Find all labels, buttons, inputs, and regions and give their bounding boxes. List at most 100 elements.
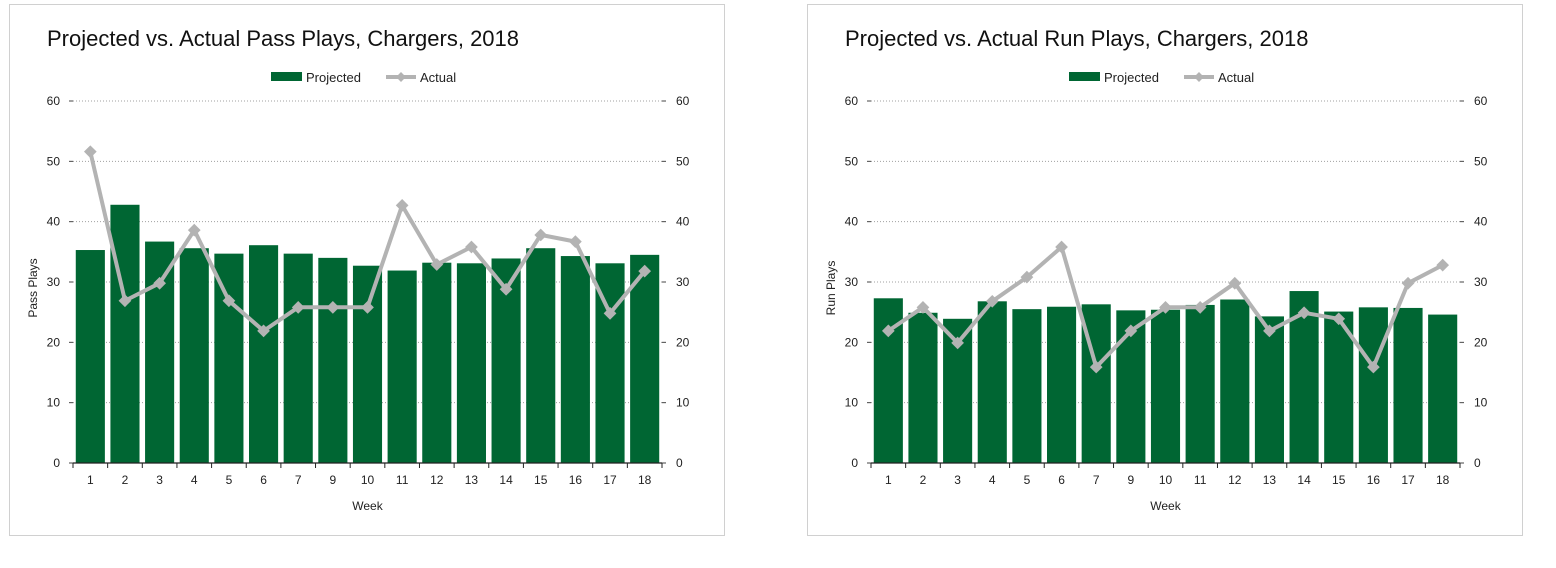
y-tick-label: 40 bbox=[47, 215, 61, 229]
legend-label-projected: Projected bbox=[1104, 70, 1159, 85]
y-tick-label: 0 bbox=[53, 456, 60, 470]
bar-projected-week-3 bbox=[145, 241, 175, 463]
y2-tick-label: 30 bbox=[1474, 275, 1488, 289]
x-tick-label: 9 bbox=[330, 473, 337, 487]
bar-projected-week-15 bbox=[526, 248, 556, 463]
y-axis-label: Pass Plays bbox=[26, 258, 40, 317]
x-tick-label: 1 bbox=[885, 473, 892, 487]
x-tick-label: 9 bbox=[1128, 473, 1135, 487]
y2-tick-label: 30 bbox=[676, 275, 690, 289]
point-actual-week-14 bbox=[499, 282, 513, 296]
bar-projected-week-7 bbox=[283, 253, 313, 463]
y2-tick-label: 0 bbox=[1474, 456, 1481, 470]
bar-projected-week-16 bbox=[1358, 307, 1388, 463]
x-axis-label: Week bbox=[1150, 499, 1181, 513]
legend-marker-actual bbox=[1194, 72, 1204, 82]
x-tick-label: 14 bbox=[1297, 473, 1311, 487]
bar-projected-week-4 bbox=[179, 248, 209, 463]
point-actual-week-6 bbox=[257, 324, 270, 338]
x-tick-label: 5 bbox=[1024, 473, 1031, 487]
legend: Projected Actual bbox=[271, 70, 456, 85]
point-actual-week-7 bbox=[1089, 360, 1103, 374]
y-tick-label: 20 bbox=[845, 335, 859, 349]
x-tick-label: 1 bbox=[87, 473, 94, 487]
legend-marker-actual bbox=[396, 72, 406, 82]
point-actual-week-2 bbox=[118, 294, 132, 308]
bar-projected-week-11 bbox=[387, 270, 417, 463]
bar-projected-week-15 bbox=[1324, 311, 1354, 463]
bar-projected-week-10 bbox=[1150, 309, 1181, 463]
x-tick-label: 12 bbox=[1228, 473, 1242, 487]
bar-projected-week-10 bbox=[352, 265, 383, 463]
x-tick-label: 10 bbox=[1159, 473, 1173, 487]
run-plays-chart-svg: Projected vs. Actual Run Plays, Chargers… bbox=[824, 26, 1488, 513]
y2-tick-label: 10 bbox=[1474, 396, 1488, 410]
bar-projected-week-9 bbox=[318, 257, 348, 463]
y-tick-label: 30 bbox=[845, 275, 859, 289]
x-tick-label: 15 bbox=[534, 473, 548, 487]
legend: Projected Actual bbox=[1069, 70, 1254, 85]
y2-tick-label: 0 bbox=[676, 456, 683, 470]
legend-label-actual: Actual bbox=[1218, 70, 1254, 85]
x-tick-label: 12 bbox=[430, 473, 444, 487]
x-tick-label: 17 bbox=[603, 473, 617, 487]
x-tick-label: 6 bbox=[260, 473, 267, 487]
x-tick-label: 11 bbox=[1194, 473, 1207, 487]
bar-projected-week-17 bbox=[1393, 307, 1423, 463]
y-tick-label: 50 bbox=[47, 154, 61, 168]
y-tick-label: 60 bbox=[845, 94, 859, 108]
x-tick-label: 11 bbox=[396, 473, 409, 487]
y2-tick-label: 50 bbox=[1474, 154, 1488, 168]
x-tick-label: 17 bbox=[1401, 473, 1415, 487]
y-tick-label: 50 bbox=[845, 154, 859, 168]
x-tick-label: 4 bbox=[191, 473, 198, 487]
y2-tick-label: 50 bbox=[676, 154, 690, 168]
x-tick-label: 2 bbox=[122, 473, 129, 487]
y2-tick-label: 20 bbox=[676, 335, 690, 349]
bar-projected-week-2 bbox=[110, 204, 140, 464]
legend-swatch-projected bbox=[271, 72, 302, 81]
bar-projected-week-4 bbox=[977, 301, 1007, 463]
legend-label-actual: Actual bbox=[420, 70, 456, 85]
x-tick-label: 4 bbox=[989, 473, 996, 487]
point-actual-week-18 bbox=[1436, 258, 1450, 272]
bar-projected-week-12 bbox=[1220, 299, 1250, 463]
y2-tick-label: 20 bbox=[1474, 335, 1488, 349]
chart-title: Projected vs. Actual Run Plays, Chargers… bbox=[845, 26, 1308, 51]
x-tick-label: 18 bbox=[638, 473, 652, 487]
point-actual-week-16 bbox=[569, 235, 582, 248]
y2-tick-label: 40 bbox=[1474, 215, 1488, 229]
x-tick-label: 5 bbox=[226, 473, 233, 487]
bar-projected-week-13 bbox=[456, 263, 486, 463]
point-actual-week-10 bbox=[361, 300, 374, 314]
x-tick-label: 6 bbox=[1058, 473, 1065, 487]
point-actual-week-13 bbox=[465, 240, 478, 254]
y-tick-label: 20 bbox=[47, 335, 61, 349]
x-tick-label: 14 bbox=[499, 473, 513, 487]
bar-projected-week-5 bbox=[1012, 309, 1042, 463]
point-actual-week-3 bbox=[951, 336, 964, 350]
pass-plays-chart: Projected vs. Actual Pass Plays, Charger… bbox=[9, 4, 725, 536]
bar-projected-week-2 bbox=[908, 312, 938, 463]
point-actual-week-4 bbox=[187, 223, 201, 237]
x-tick-label: 3 bbox=[954, 473, 961, 487]
y-tick-label: 10 bbox=[845, 396, 859, 410]
y-tick-label: 60 bbox=[47, 94, 61, 108]
bar-projected-week-18 bbox=[1428, 314, 1458, 463]
x-tick-label: 13 bbox=[1263, 473, 1277, 487]
run-plays-chart: Projected vs. Actual Run Plays, Chargers… bbox=[807, 4, 1523, 536]
x-tick-label: 3 bbox=[156, 473, 163, 487]
point-actual-week-9 bbox=[326, 300, 340, 314]
bar-projected-week-16 bbox=[560, 256, 590, 463]
y-tick-label: 30 bbox=[47, 275, 61, 289]
bar-projected-week-11 bbox=[1185, 304, 1215, 463]
y-tick-label: 0 bbox=[851, 456, 858, 470]
bar-projected-week-12 bbox=[422, 262, 452, 463]
point-actual-week-1 bbox=[83, 145, 97, 159]
x-tick-label: 7 bbox=[1093, 473, 1100, 487]
bar-projected-week-13 bbox=[1254, 316, 1284, 463]
x-tick-label: 10 bbox=[361, 473, 375, 487]
x-tick-label: 16 bbox=[1367, 473, 1381, 487]
y-tick-label: 40 bbox=[845, 215, 859, 229]
bar-projected-week-5 bbox=[214, 253, 244, 463]
